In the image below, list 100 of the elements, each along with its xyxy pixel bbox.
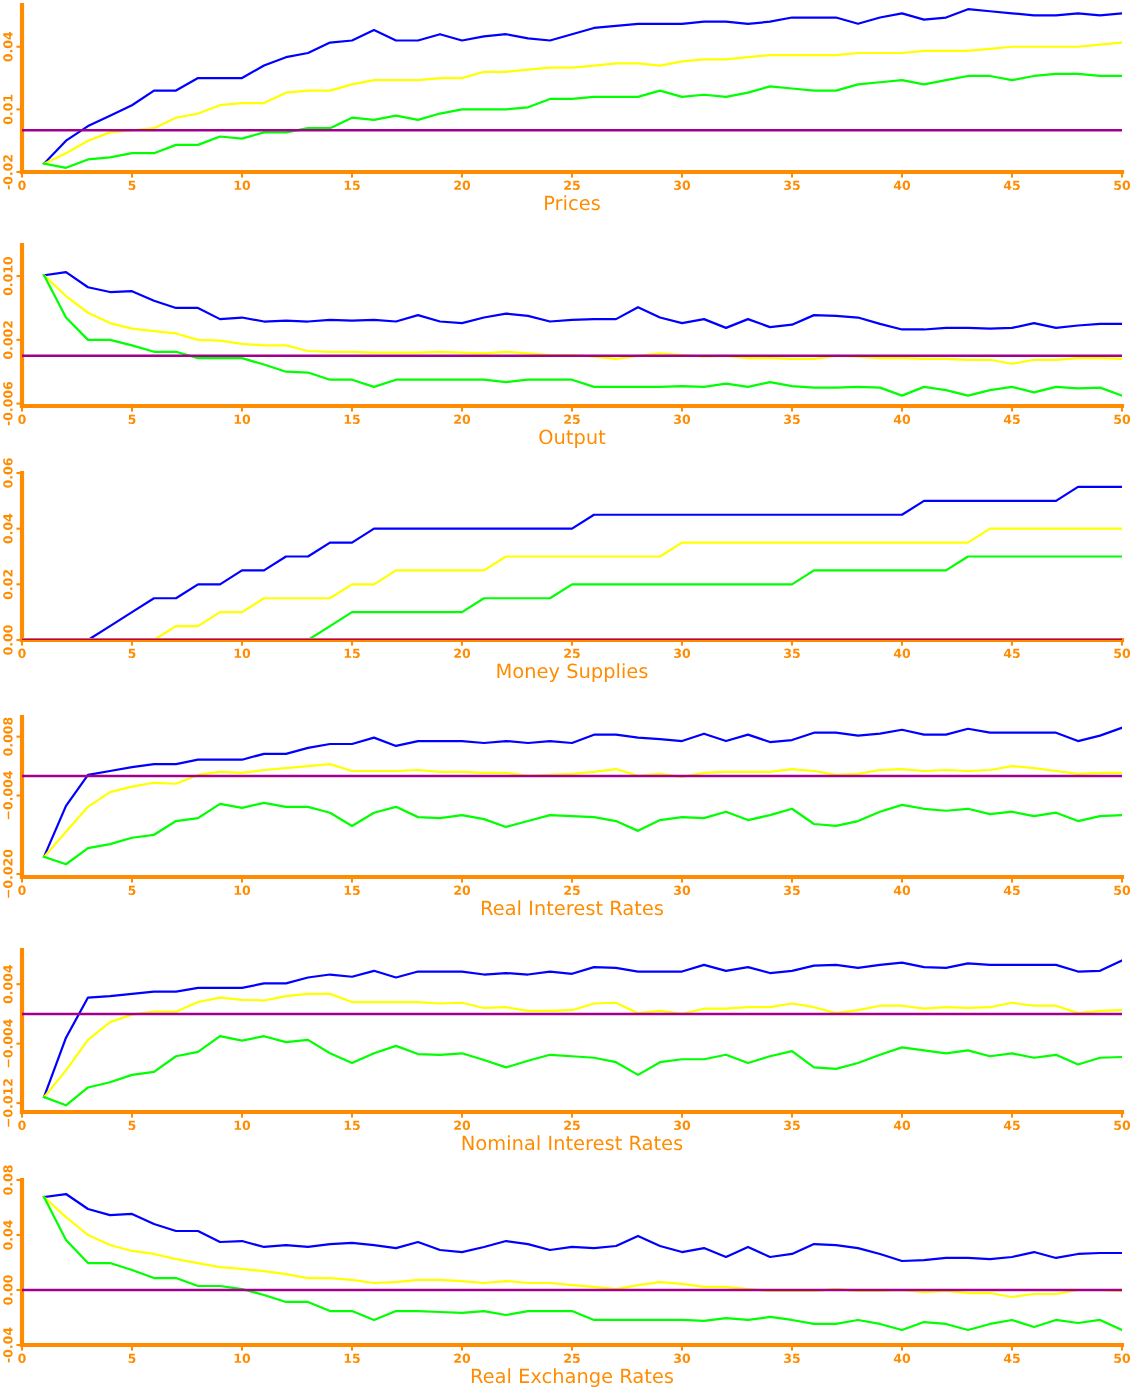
- x-tick-label: 35: [784, 1120, 800, 1131]
- x-tick-label: 10: [234, 414, 251, 425]
- line-series: [42, 8, 1122, 165]
- x-tick-label: 45: [1003, 648, 1020, 659]
- x-tick-label: 40: [893, 180, 911, 191]
- line-series: [42, 274, 1122, 397]
- x-tick-label: 10: [234, 180, 251, 191]
- x-tick-label: 25: [564, 414, 580, 425]
- y-tick-label: 0.008: [3, 717, 13, 756]
- x-tick-label: 5: [128, 414, 136, 425]
- x-tick-label: 5: [128, 1120, 136, 1131]
- line-series: [42, 41, 1122, 165]
- x-tick-label: 50: [1114, 648, 1131, 659]
- line-series: [42, 1195, 1122, 1299]
- x-tick-label: 45: [1003, 414, 1020, 425]
- x-tick-label: 45: [1003, 180, 1020, 191]
- x-tick-label: 15: [344, 1353, 360, 1364]
- x-tick-label: 10: [234, 648, 251, 659]
- x-tick-label: 30: [674, 1353, 691, 1364]
- line-series: [42, 1035, 1122, 1107]
- x-tick-label: 0: [18, 414, 26, 425]
- y-tick-label: 0.04: [3, 513, 13, 544]
- x-axis-title: Real Exchange Rates: [471, 1368, 674, 1388]
- x-tick-label: 0: [18, 885, 26, 896]
- x-tick-label: 5: [128, 180, 136, 191]
- line-series: [42, 801, 1122, 866]
- x-tick-label: 35: [784, 885, 800, 896]
- y-tick-label: 0.02: [3, 570, 13, 600]
- x-tick-label: 20: [454, 180, 471, 191]
- x-tick-label: 35: [784, 1353, 800, 1364]
- x-tick-label: 50: [1114, 1353, 1131, 1364]
- x-axis-title: Output: [539, 429, 606, 449]
- y-tick-label: −0.004: [3, 771, 13, 820]
- line-series: [42, 992, 1122, 1099]
- x-tick-label: 15: [344, 414, 360, 425]
- line-series: [42, 1192, 1122, 1263]
- line-series: [42, 274, 1122, 365]
- line-series: [42, 270, 1122, 331]
- x-axis-title: Prices: [545, 195, 600, 211]
- x-tick-label: 30: [674, 180, 691, 191]
- x-tick-label: 35: [784, 180, 800, 191]
- x-tick-label: 20: [454, 885, 471, 896]
- x-tick-label: 15: [344, 1120, 360, 1131]
- x-tick-label: 25: [564, 180, 580, 191]
- x-tick-label: 20: [454, 1120, 471, 1131]
- line-series: [42, 959, 1122, 1099]
- x-tick-label: 25: [564, 648, 580, 659]
- x-tick-label: 40: [893, 1353, 911, 1364]
- x-tick-label: 5: [128, 1353, 136, 1364]
- x-tick-label: 50: [1114, 414, 1131, 425]
- x-tick-label: 15: [344, 885, 360, 896]
- x-tick-label: 45: [1003, 885, 1020, 896]
- x-tick-label: 30: [674, 414, 691, 425]
- x-axis-title: Nominal Interest Rates: [462, 1135, 683, 1151]
- x-tick-label: 40: [893, 885, 911, 896]
- x-tick-label: 10: [234, 1120, 251, 1131]
- x-tick-label: 45: [1003, 1120, 1020, 1131]
- x-tick-label: 50: [1114, 885, 1131, 896]
- line-series: [42, 763, 1122, 858]
- x-tick-label: 0: [18, 1353, 26, 1364]
- line-series: [42, 72, 1122, 169]
- x-tick-label: 20: [454, 1353, 471, 1364]
- x-tick-label: 10: [234, 1353, 251, 1364]
- x-tick-label: 15: [344, 180, 360, 191]
- line-series: [42, 726, 1122, 858]
- y-tick-label: -0.02: [3, 155, 13, 190]
- x-tick-label: 5: [128, 648, 136, 659]
- y-tick-label: 0.00: [3, 1275, 13, 1305]
- x-tick-label: 35: [784, 648, 800, 659]
- x-tick-label: 25: [564, 885, 580, 896]
- x-tick-label: 40: [893, 1120, 911, 1131]
- x-tick-label: 20: [454, 648, 471, 659]
- y-tick-label: 0.04: [3, 1220, 13, 1250]
- y-tick-label: 0.002: [3, 321, 13, 360]
- x-tick-label: 50: [1114, 1120, 1131, 1131]
- line-series: [42, 1195, 1122, 1332]
- y-tick-label: −0.020: [3, 849, 13, 898]
- y-tick-label: 0.01: [3, 94, 13, 125]
- x-axis-title: Money Supplies: [497, 663, 648, 683]
- x-tick-label: 25: [564, 1120, 580, 1131]
- x-tick-label: 10: [234, 885, 251, 896]
- x-tick-label: 45: [1003, 1353, 1020, 1364]
- x-tick-label: 30: [674, 1120, 691, 1131]
- y-tick-label: 0.06: [3, 458, 13, 488]
- x-tick-label: 30: [674, 648, 691, 659]
- x-tick-label: 40: [893, 648, 911, 659]
- x-tick-label: 5: [128, 885, 136, 896]
- y-tick-label: 0.04: [3, 31, 13, 62]
- x-tick-label: 20: [454, 414, 471, 425]
- x-tick-label: 25: [564, 1353, 580, 1364]
- x-tick-label: 15: [344, 648, 360, 659]
- x-tick-label: 50: [1114, 180, 1131, 191]
- y-tick-label: 0.010: [3, 256, 13, 296]
- x-tick-label: 40: [893, 414, 911, 425]
- y-tick-label: −0.012: [3, 1079, 13, 1127]
- x-tick-label: 0: [18, 1120, 26, 1131]
- y-tick-label: 0.00: [3, 625, 13, 655]
- x-tick-label: 30: [674, 885, 691, 896]
- y-tick-label: −0.004: [3, 1019, 13, 1068]
- x-tick-label: 0: [18, 648, 26, 659]
